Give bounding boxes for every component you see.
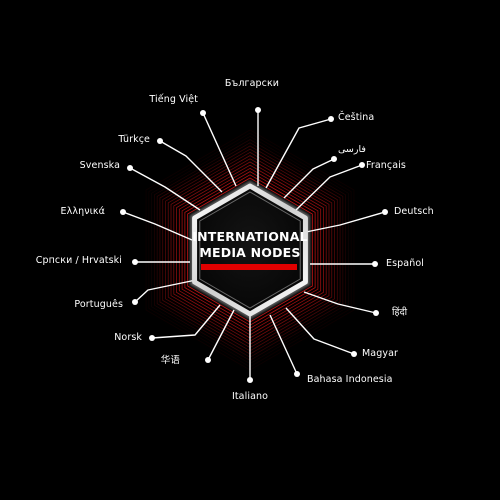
node-label: Italiano	[231, 391, 269, 402]
connector-line	[295, 164, 363, 211]
node-dots	[120, 107, 388, 383]
node-dot	[200, 110, 206, 116]
node-dot	[132, 299, 138, 305]
node-label: Español	[386, 258, 424, 269]
node-dot	[127, 165, 133, 171]
node-dot	[373, 310, 379, 316]
node-label: Magyar	[362, 348, 398, 359]
connector-lines	[122, 110, 386, 380]
connector-line	[265, 118, 332, 189]
node-dot	[331, 156, 337, 162]
connector-line	[207, 309, 235, 361]
hub-accent-bar	[201, 264, 297, 270]
node-dot	[157, 138, 163, 144]
hexagon-frame	[192, 183, 308, 317]
hexagon-inner-edge	[199, 191, 301, 309]
node-label: Ελληνικά	[60, 206, 105, 217]
connector-line	[159, 140, 223, 193]
node-label: Türkçe	[118, 134, 150, 145]
hub-title: INTERNATIONAL MEDIA NODES	[192, 229, 307, 261]
node-label: Tiếng Việt	[149, 94, 198, 105]
connector-line	[129, 167, 201, 211]
node-dot	[132, 259, 138, 265]
connector-line	[283, 158, 335, 199]
node-dot	[294, 371, 300, 377]
node-label: Српски / Hrvatski	[35, 255, 122, 266]
node-dot	[372, 261, 378, 267]
node-label: Svenska	[79, 160, 120, 171]
hub-title-line-1: INTERNATIONAL	[192, 229, 308, 244]
node-dot	[205, 357, 211, 363]
node-dot	[255, 107, 261, 113]
node-label: Български	[224, 78, 280, 89]
node-label: Français	[366, 160, 406, 171]
connector-line	[134, 279, 197, 303]
node-dot	[351, 351, 357, 357]
node-label: 华语	[160, 355, 180, 366]
central-hexagon	[189, 180, 311, 320]
node-dot	[247, 377, 253, 383]
node-label: Norsk	[114, 332, 142, 343]
connector-line	[202, 112, 237, 187]
node-dot	[120, 209, 126, 215]
node-label: فارسی	[338, 144, 366, 155]
connector-line	[151, 304, 221, 339]
node-dot	[382, 209, 388, 215]
connector-line	[122, 211, 193, 241]
node-dot	[328, 116, 334, 122]
node-label: Bahasa Indonesia	[307, 374, 393, 385]
connector-line	[269, 314, 298, 375]
node-label: Português	[74, 299, 123, 310]
hub-title-line-2: MEDIA NODES	[199, 245, 301, 260]
node-dot	[149, 335, 155, 341]
node-label: Deutsch	[394, 206, 434, 217]
connector-line	[285, 307, 355, 355]
connector-line	[303, 291, 377, 314]
node-label: हिंदी	[392, 307, 408, 318]
connector-line	[305, 211, 386, 233]
node-label: Čeština	[338, 112, 375, 123]
node-dot	[359, 162, 365, 168]
